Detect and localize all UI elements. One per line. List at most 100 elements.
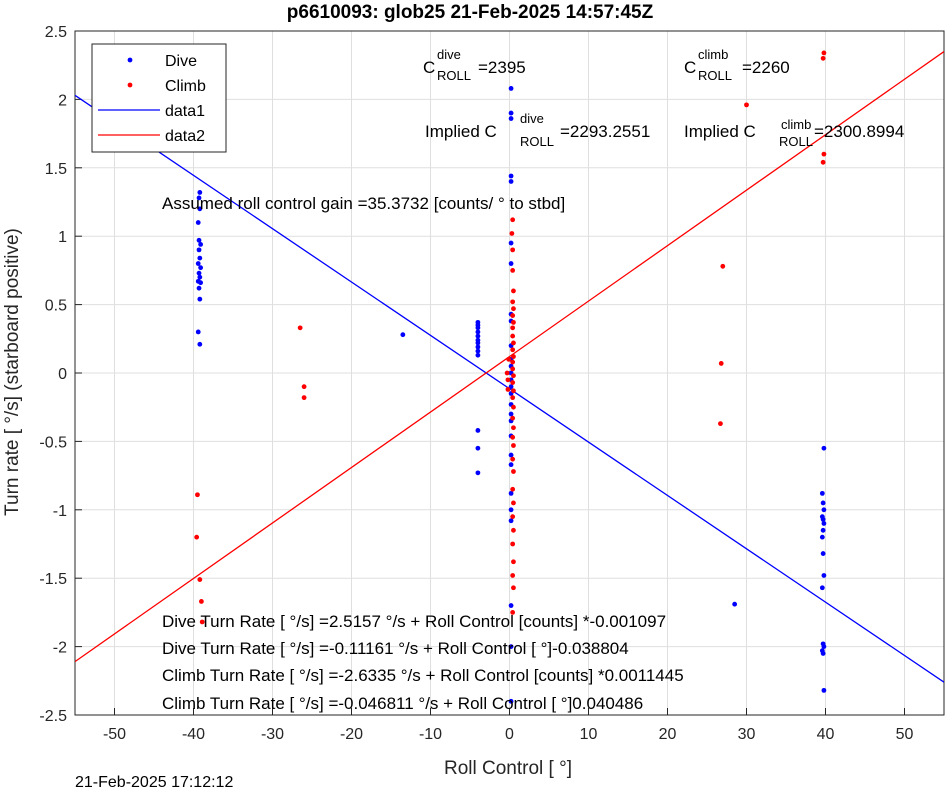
climb-point (511, 306, 516, 312)
dive-point (508, 261, 514, 266)
implied-dive-sub: ROLL (520, 134, 554, 149)
dive-point (821, 445, 827, 451)
implied-dive-main: Implied C (425, 122, 497, 141)
implied-climb-sup: climb (781, 117, 811, 132)
dive-fit-degrees-equation: Dive Turn Rate [ °/s] =-0.11161 °/s + Ro… (162, 639, 629, 658)
climb-point (821, 151, 827, 157)
plot-area (75, 50, 944, 704)
dive-point (820, 651, 826, 656)
dive-point (197, 296, 203, 302)
c-roll-dive-value: =2395 (478, 58, 526, 77)
x-tick-label: -20 (340, 726, 363, 743)
climb-point (511, 559, 516, 565)
x-tick-label: 10 (580, 726, 598, 743)
roll-gain-annotation: Assumed roll control gain =35.3732 [coun… (162, 194, 565, 213)
dive-point (508, 173, 514, 179)
y-tick-label: -0.5 (39, 434, 67, 451)
dive-point (475, 340, 481, 346)
dive-point (820, 516, 826, 522)
climb-point (718, 361, 724, 366)
climb-fit-degrees-equation: Climb Turn Rate [ °/s] =-0.046811 °/s + … (162, 694, 643, 713)
climb-point (195, 492, 200, 498)
c-roll-climb-value: =2260 (742, 58, 790, 77)
x-tick-label: 50 (896, 726, 914, 743)
climb-point (510, 247, 516, 253)
climb-point (199, 619, 205, 625)
implied-climb-main: Implied C (684, 122, 756, 141)
legend-data1-label: data1 (165, 103, 205, 120)
c-roll-climb-annotation: C climb ROLL =2260 (684, 47, 790, 83)
y-tick-label: 2.5 (45, 24, 67, 41)
legend-climb-label: Climb (165, 78, 206, 95)
y-tick-label: -2.5 (39, 708, 67, 725)
climb-point (511, 319, 516, 325)
climb-point (510, 268, 516, 273)
dive-point (475, 329, 481, 335)
dive-point (197, 206, 203, 212)
y-axis-label: Turn rate [ °/s] (starboard positive) (2, 228, 23, 516)
chart-title: p6610093: glob25 21-Feb-2025 14:57:45Z (287, 2, 654, 23)
dive-point (196, 247, 202, 253)
dive-point (196, 285, 202, 291)
x-tick-label: -10 (419, 726, 442, 743)
dive-point (195, 329, 201, 335)
climb-point (511, 404, 516, 410)
dive-point (475, 428, 481, 433)
legend: Dive Climb data1 data2 (91, 43, 227, 153)
dive-point (198, 242, 204, 247)
dive-point (732, 601, 738, 607)
y-tick-label: 1.5 (45, 161, 67, 178)
climb-point (821, 50, 827, 56)
c-roll-climb-main: C (684, 58, 696, 77)
climb-point (510, 434, 516, 440)
climb-point (511, 388, 516, 394)
climb-fit-counts-equation: Climb Turn Rate [ °/s] =-2.6335 °/s + Ro… (162, 666, 684, 685)
y-tick-label: -2 (53, 640, 67, 657)
plot-layer (75, 50, 944, 704)
climb-point (511, 425, 516, 431)
dive-point (508, 644, 514, 649)
y-tick-label: 1 (58, 229, 67, 246)
dive-point (821, 573, 827, 578)
dive-point (819, 585, 825, 591)
climb-point (510, 299, 516, 305)
climb-point (510, 333, 516, 339)
y-tick-label: 2 (58, 92, 67, 109)
climb-point (511, 340, 516, 346)
climb-point (510, 313, 516, 318)
tick-labels: -50 -40 -30 -20 -10 0 10 20 30 40 50-2.5-2-1.5-1-0… (39, 24, 913, 743)
climb-point (510, 366, 516, 372)
dive-point (195, 220, 201, 225)
climb-point (511, 288, 516, 294)
climb-point (510, 325, 516, 331)
c-roll-dive-sup: dive (437, 47, 461, 62)
dive-point (508, 110, 514, 116)
dive-point (197, 190, 203, 195)
dive-point (475, 333, 481, 339)
climb-point (511, 354, 516, 359)
x-tick-label: 40 (817, 726, 835, 743)
generated-timestamp: 21-Feb-2025 17:12:12 (75, 774, 233, 791)
dive-point (508, 698, 514, 704)
dive-point (198, 265, 204, 271)
dive-point (508, 240, 514, 246)
implied-climb-sub: ROLL (779, 134, 813, 149)
dive-point (821, 687, 827, 693)
dive-fit-counts-equation: Dive Turn Rate [ °/s] =2.5157 °/s + Roll… (162, 612, 666, 631)
legend-data2-label: data2 (165, 128, 205, 145)
dive-point (508, 86, 514, 91)
dive-point (819, 490, 825, 496)
climb-point (510, 415, 516, 421)
dive-point (508, 603, 514, 608)
climb-point (504, 370, 510, 376)
dive-point (508, 452, 514, 458)
dive-point (508, 411, 514, 417)
climb-point (506, 356, 512, 362)
dive-point (508, 490, 514, 496)
dive-point (475, 352, 481, 358)
dive-point (475, 445, 481, 451)
dive-point (475, 348, 481, 354)
y-tick-label: -1.5 (39, 571, 67, 588)
implied-climb-value: =2300.8994 (814, 122, 904, 141)
dive-point (196, 237, 202, 243)
